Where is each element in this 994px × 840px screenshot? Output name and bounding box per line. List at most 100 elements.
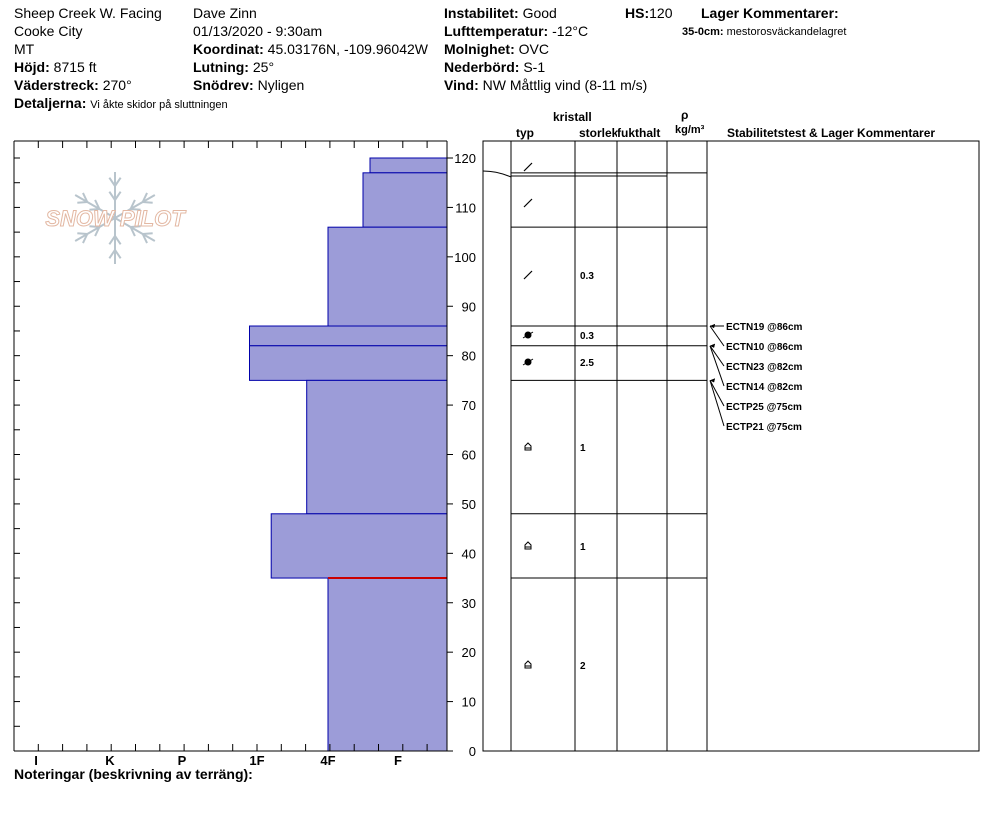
stability-test-leader: [709, 380, 725, 407]
city: Cooke City: [14, 23, 83, 39]
decomposing-symbol: [523, 198, 533, 208]
layer-connector: [482, 170, 512, 178]
depth-tick-label: 50: [462, 497, 476, 512]
hardness-tick-label: I: [34, 753, 38, 768]
stability-test-label: ECTN19 @86cm: [726, 322, 803, 333]
stability-row: Instabilitet: Good: [444, 5, 557, 21]
hardness-bar: [327, 226, 448, 327]
depth-tick-label: 20: [462, 645, 476, 660]
stability-test-leader: [709, 345, 725, 367]
slope-label: Lutning:: [193, 59, 249, 75]
slope-row: Lutning: 25°: [193, 59, 274, 75]
depth-hoar-symbol: [524, 660, 532, 669]
hs-value: 120: [649, 5, 673, 21]
density-unit-header: kg/m³: [675, 124, 705, 136]
arrow-icon: [710, 378, 715, 383]
aspect-label: Väderstreck:: [14, 77, 99, 93]
snowpilot-logo: SNOW PILOT: [45, 172, 187, 264]
coord-row: Koordinat: 45.03176N, -109.96042W: [193, 41, 428, 57]
aspect-value: 270°: [102, 77, 132, 93]
depth-hoar-symbol: [524, 442, 532, 451]
airtemp-row: Lufttemperatur: -12°C: [444, 23, 588, 39]
sky-label: Molnighet:: [444, 41, 515, 57]
wind-value: NW Måttlig vind (8-11 m/s): [482, 77, 648, 93]
stability-test-label: ECTN23 @82cm: [726, 362, 803, 373]
hardness-tick-label: P: [178, 753, 187, 768]
sky-value: OVC: [518, 41, 549, 57]
precip-value: S-1: [523, 59, 546, 75]
observer: Dave Zinn: [193, 5, 257, 21]
stability-test-label: ECTN10 @86cm: [726, 342, 803, 353]
stability-test-label: ECTP21 @75cm: [726, 422, 802, 433]
hardness-tick-label: K: [105, 753, 115, 768]
stability-test-leader: [709, 380, 725, 427]
layer-comments-title: Lager Kommentarer:: [701, 5, 839, 21]
crystal-size: 1: [580, 542, 586, 553]
depth-tick-label: 10: [462, 695, 476, 710]
crystal-header: kristall: [553, 110, 592, 124]
elevation-value: 8715 ft: [53, 59, 97, 75]
elevation-row: Höjd: 8715 ft: [14, 59, 96, 75]
crystal-size: 2.5: [580, 358, 594, 369]
details-label: Detaljerna:: [14, 95, 87, 111]
coord-label: Koordinat:: [193, 41, 264, 57]
hardness-bar: [369, 157, 448, 174]
crystal-size: 0.3: [580, 331, 594, 342]
details-value: Vi åkte skidor på sluttningen: [90, 99, 228, 111]
drift-label: Snödrev:: [193, 77, 254, 93]
hardness-bar: [249, 325, 448, 347]
precip-label: Nederbörd:: [444, 59, 520, 75]
hardness-bar: [306, 379, 448, 515]
moisture-header: fukthalt: [617, 126, 661, 140]
hardness-bar: [327, 577, 448, 752]
hardness-tick-label: 1F: [249, 753, 264, 768]
rho-header: ρ: [681, 108, 689, 122]
stability-test-label: ECTP25 @75cm: [726, 402, 802, 413]
hardness-tick-label: F: [394, 753, 402, 768]
decomposing-symbol: [523, 270, 533, 280]
type-header: typ: [516, 126, 534, 140]
layer-comment-row: 35-0cm: mestorosväckandelagret: [682, 24, 846, 40]
drift-value: Nyligen: [257, 77, 305, 93]
crystal-size: 0.3: [580, 271, 594, 282]
crystal-size: 1: [580, 443, 586, 454]
precip-row: Nederbörd: S-1: [444, 59, 545, 75]
stability-label: Instabilitet:: [444, 5, 519, 21]
state: MT: [14, 41, 35, 57]
depth-hoar-symbol: [524, 541, 532, 550]
hardness-bar: [249, 345, 448, 381]
depth-tick-label: 120: [454, 151, 476, 166]
coord-value: 45.03176N, -109.96042W: [267, 41, 428, 57]
crystal-size: 2: [580, 661, 586, 672]
layer-comment-text: mestorosväckandelagret: [726, 26, 847, 38]
aspect-row: Väderstreck: 270°: [14, 77, 132, 93]
stability-test-leader: [709, 325, 725, 347]
wind-label: Vind:: [444, 77, 479, 93]
elevation-label: Höjd:: [14, 59, 50, 75]
datetime: 01/13/2020 - 9:30am: [193, 23, 323, 39]
stability-value: Good: [522, 5, 557, 21]
depth-tick-label: 0: [469, 744, 476, 759]
depth-tick-label: 60: [462, 448, 476, 463]
depth-tick-label: 110: [455, 200, 476, 215]
logo-text: SNOW PILOT: [45, 206, 186, 231]
sky-row: Molnighet: OVC: [444, 41, 549, 57]
rounded-grain-stroke: [522, 358, 534, 366]
depth-tick-label: 100: [454, 250, 476, 265]
hardness-bar: [362, 172, 448, 228]
airtemp-label: Lufttemperatur:: [444, 23, 549, 39]
arrow-icon: [710, 324, 715, 329]
hs-row: HS:120: [625, 5, 672, 21]
rounded-grain-stroke: [522, 331, 534, 339]
snowflake-icon: [74, 172, 156, 264]
hardness-tick-label: 4F: [320, 753, 335, 768]
airtemp-value: -12°C: [552, 23, 589, 39]
notes-label: Noteringar (beskrivning av terräng):: [14, 766, 253, 782]
slope-value: 25°: [252, 59, 275, 75]
drift-row: Snödrev: Nyligen: [193, 77, 304, 93]
stability-test-label: ECTN14 @82cm: [726, 382, 803, 393]
wind-row: Vind: NW Måttlig vind (8-11 m/s): [444, 77, 647, 93]
depth-tick-label: 80: [462, 349, 476, 364]
depth-tick-label: 30: [462, 596, 476, 611]
